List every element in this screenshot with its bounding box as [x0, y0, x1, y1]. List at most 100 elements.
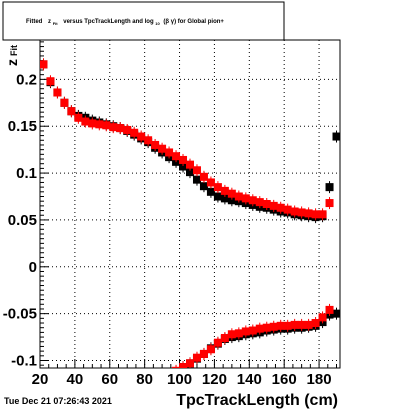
data-point	[325, 199, 334, 208]
data-point	[144, 136, 153, 145]
data-point	[213, 183, 222, 192]
x-tick-label: 40	[67, 371, 84, 388]
data-point	[220, 186, 229, 195]
x-tick-label: 20	[32, 371, 49, 388]
data-point	[116, 124, 125, 133]
data-point	[220, 334, 229, 343]
data-point	[172, 366, 181, 368]
data-point	[158, 374, 166, 382]
data-point	[88, 119, 97, 128]
y-tick-label: -0.1	[11, 353, 37, 370]
data-point	[311, 210, 320, 219]
data-point	[248, 326, 257, 335]
svg-text:z: z	[4, 59, 20, 66]
timestamp: Tue Dec 21 07:26:43 2021	[4, 396, 112, 406]
data-point	[206, 187, 215, 196]
data-point	[241, 194, 250, 203]
data-point	[325, 305, 334, 314]
data-point	[255, 198, 264, 207]
data-point	[227, 189, 236, 198]
data-point	[206, 345, 215, 354]
data-point	[186, 168, 194, 177]
data-point	[109, 123, 118, 132]
data-point	[332, 132, 340, 141]
x-tick-label: 160	[272, 371, 297, 388]
data-point	[220, 194, 229, 203]
y-tick-label: 0.05	[8, 212, 37, 229]
series	[40, 58, 334, 221]
data-point	[297, 208, 306, 217]
data-point	[213, 192, 222, 201]
data-point	[40, 60, 48, 69]
data-point	[53, 88, 62, 97]
data-point	[123, 125, 132, 134]
data-point	[179, 155, 188, 164]
y-tick-label: 0.15	[8, 118, 37, 135]
data-point	[60, 98, 69, 107]
axis-ticks: 20 40 60 80 100 120 140 160 180 -0.1 -0.05 0 0.05 0.1…	[3, 41, 338, 388]
data-point	[304, 320, 313, 329]
data-point	[283, 205, 292, 214]
data-point	[304, 209, 313, 218]
data-point	[290, 320, 299, 329]
data-point	[199, 182, 208, 191]
x-tick-label: 100	[167, 371, 192, 388]
data-point	[241, 327, 250, 336]
data-point	[179, 363, 188, 368]
data-point	[206, 178, 215, 187]
data-point	[276, 321, 285, 330]
data-point	[199, 172, 208, 181]
data-point	[290, 207, 299, 216]
y-tick-label: 0.1	[16, 165, 37, 182]
x-tick-label: 60	[101, 371, 118, 388]
data-point	[283, 321, 292, 330]
series	[40, 58, 340, 224]
data-point	[192, 166, 201, 175]
data-point	[234, 192, 243, 201]
grid	[39, 40, 340, 368]
data-point	[332, 309, 340, 318]
data-point	[158, 374, 166, 382]
data-point	[172, 152, 181, 161]
svg-text:Fitted z Fit: Fitted z Fit versus TpcTrackLength and l…	[26, 19, 224, 27]
data-point	[227, 330, 236, 339]
data-point	[95, 120, 104, 129]
data-point	[46, 77, 55, 86]
data-point	[262, 323, 271, 332]
data-point	[269, 201, 278, 210]
data-point	[213, 338, 222, 347]
data-point	[81, 117, 90, 126]
plot-frame	[39, 39, 341, 369]
data-point	[74, 113, 83, 122]
data-point	[137, 132, 146, 141]
data-point	[192, 353, 201, 362]
chart-title: Fitted z Fit versus TpcTrackLength and l…	[2, 1, 285, 41]
x-tick-label: 140	[237, 371, 262, 388]
data-point	[158, 144, 167, 153]
data-point	[67, 107, 76, 116]
data-point	[151, 140, 160, 149]
data-point	[255, 324, 264, 333]
data-point	[269, 322, 278, 331]
data-point	[276, 203, 285, 212]
data-point	[186, 160, 194, 169]
data-point	[248, 196, 257, 205]
y-axis-title: z Fit	[4, 45, 20, 66]
x-tick-label: 80	[136, 371, 153, 388]
data-point	[192, 175, 201, 184]
svg-text:Fit: Fit	[9, 45, 19, 56]
data-point	[262, 200, 271, 208]
x-tick-label: 180	[307, 371, 332, 388]
series	[158, 303, 334, 382]
data-point	[297, 320, 306, 329]
y-tick-label: -0.05	[3, 306, 37, 323]
data-point	[318, 313, 327, 322]
x-tick-label: 120	[202, 371, 227, 388]
data-point	[165, 148, 174, 157]
data-point	[179, 162, 188, 171]
data-point	[311, 319, 320, 328]
data-point	[325, 183, 334, 192]
data-point	[186, 359, 194, 368]
data-point	[102, 121, 111, 130]
data-points	[40, 58, 340, 382]
